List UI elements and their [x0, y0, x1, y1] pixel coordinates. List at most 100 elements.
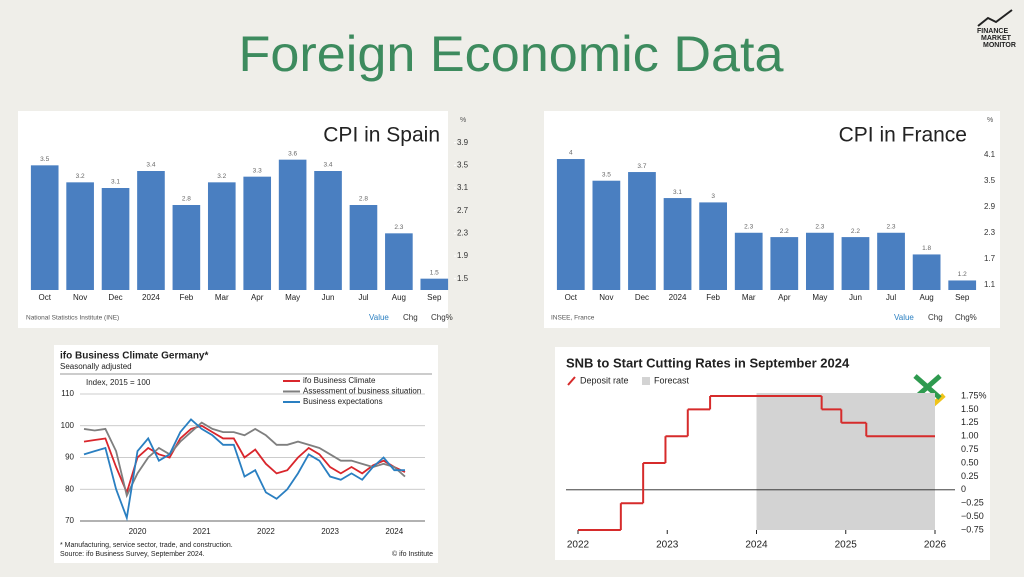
toggle-button[interactable]: Chg%	[955, 313, 977, 322]
legend-swatch	[642, 377, 650, 385]
x-tick-label: Apr	[251, 293, 264, 302]
x-tick-label: Feb	[179, 293, 193, 302]
toggle-button[interactable]: Value	[369, 313, 389, 322]
chart-title: ifo Business Climate Germany*	[60, 351, 208, 362]
value-label: 3.4	[146, 162, 155, 169]
bar	[841, 237, 870, 290]
bar	[172, 205, 201, 290]
legend-swatch	[567, 376, 576, 386]
y-tick-label: −0.75	[961, 524, 984, 534]
y-tick-label: 100	[61, 421, 75, 430]
value-label: 2.3	[815, 223, 824, 230]
legend-label: ifo Business Climate	[303, 376, 376, 385]
y-tick-label: 70	[65, 516, 74, 525]
x-tick-label: Aug	[920, 293, 934, 302]
y-tick-label: 2.7	[457, 206, 469, 215]
value-label: 2.8	[359, 196, 368, 203]
bar	[770, 237, 799, 290]
y-tick-label: 110	[61, 389, 74, 398]
logo-text: FINANCE	[977, 28, 1008, 35]
y-tick-label: 3.5	[457, 160, 469, 169]
legend-label: Deposit rate	[580, 375, 629, 385]
y-unit: %	[460, 117, 466, 124]
value-label: 3.7	[637, 163, 646, 170]
y-tick-label: 1.75%	[961, 390, 987, 400]
bar	[734, 232, 763, 290]
value-label: 3.4	[324, 162, 333, 169]
legend-label: Business expectations	[303, 397, 383, 406]
toggle-button[interactable]: Chg%	[431, 313, 453, 322]
x-tick-label: Apr	[778, 293, 791, 302]
value-label: 2.3	[394, 224, 403, 231]
x-tick-label: 2020	[129, 527, 147, 536]
chart-title: SNB to Start Cutting Rates in September …	[566, 355, 850, 370]
logo: FINANCE MARKET MONITOR	[977, 9, 1016, 49]
y-axis-label: Index, 2015 = 100	[86, 378, 151, 387]
y-tick-label: 1.00	[961, 431, 979, 441]
source: INSEE, France	[551, 315, 595, 322]
bar	[30, 165, 59, 290]
bar	[556, 159, 585, 290]
forecast-area	[756, 393, 935, 530]
series-line	[83, 424, 406, 496]
x-tick-label: 2024	[142, 293, 160, 302]
value-label: 4	[569, 150, 573, 157]
x-tick-label: Jun	[849, 293, 862, 302]
bar	[385, 233, 413, 290]
bar	[314, 171, 342, 290]
bar	[349, 205, 378, 290]
value-label: 1.2	[958, 271, 967, 278]
legend-label: Forecast	[654, 375, 690, 385]
y-tick-label: 0.75	[961, 444, 979, 454]
value-label: 1.8	[922, 245, 931, 252]
chart-title: CPI in Spain	[323, 124, 440, 147]
y-tick-label: 2.3	[457, 228, 469, 237]
value-label: 3.3	[253, 167, 262, 174]
y-tick-label: 0.50	[961, 457, 979, 467]
x-tick-label: 2024	[385, 527, 403, 536]
y-tick-label: 1.9	[457, 251, 469, 260]
x-tick-label: Mar	[215, 293, 229, 302]
x-tick-label: Sep	[955, 293, 970, 302]
bar	[805, 232, 834, 290]
toggle-button[interactable]: Chg	[928, 313, 943, 322]
y-tick-label: 2.3	[984, 228, 996, 237]
value-label: 3.1	[111, 179, 120, 186]
footnote: Source: ifo Business Survey, September 2…	[60, 551, 205, 558]
y-tick-label: 1.50	[961, 404, 979, 414]
bar	[207, 182, 236, 290]
value-label: 3	[711, 193, 715, 200]
series-line	[83, 421, 406, 499]
x-tick-label: Sep	[427, 293, 442, 302]
x-tick-label: 2026	[924, 540, 947, 551]
x-tick-label: Dec	[108, 293, 122, 302]
x-tick-label: 2025	[835, 540, 858, 551]
bar	[699, 202, 728, 290]
x-tick-label: Jun	[322, 293, 335, 302]
value-label: 2.3	[887, 223, 896, 230]
value-label: 2.2	[780, 228, 789, 235]
x-tick-label: Oct	[565, 293, 578, 302]
value-label: 2.2	[851, 228, 860, 235]
bar	[663, 198, 692, 290]
value-label: 3.5	[40, 156, 49, 163]
series-line	[83, 418, 405, 522]
x-tick-label: Aug	[392, 293, 406, 302]
logo-arrow	[977, 9, 1013, 27]
toggle-button[interactable]: Value	[894, 313, 914, 322]
y-tick-label: 3.9	[457, 138, 469, 147]
x-tick-label: 2024	[745, 540, 768, 551]
x-tick-label: 2023	[656, 540, 679, 551]
y-tick-label: 90	[65, 453, 74, 462]
y-tick-label: 1.25	[961, 417, 979, 427]
y-tick-label: 3.1	[457, 183, 469, 192]
x-tick-label: May	[812, 293, 827, 302]
value-label: 1.5	[430, 269, 439, 276]
x-tick-label: Jul	[886, 293, 896, 302]
toggle-button[interactable]: Chg	[403, 313, 418, 322]
y-tick-label: 0.25	[961, 471, 979, 481]
value-label: 2.3	[744, 223, 753, 230]
logo-text: MONITOR	[983, 42, 1016, 49]
bar	[592, 180, 621, 290]
y-tick-label: 0	[961, 484, 966, 494]
